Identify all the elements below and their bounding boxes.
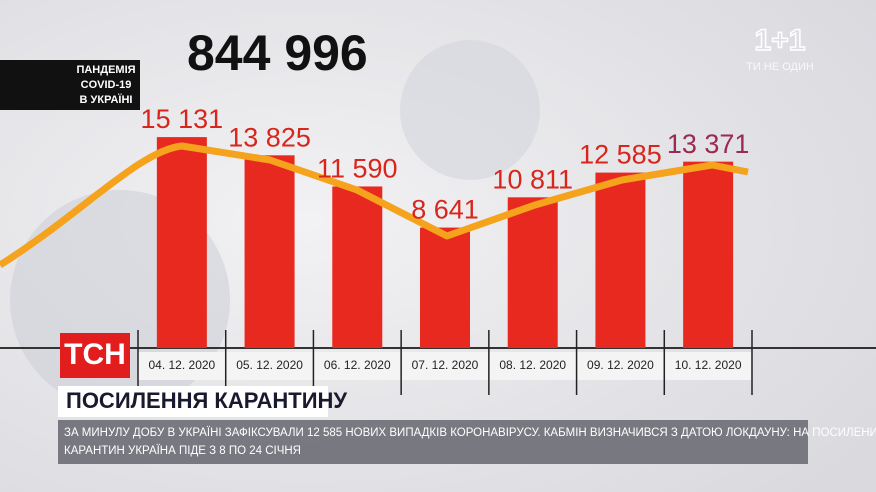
ticker-line: ЗА МИНУЛУ ДОБУ В УКРАЇНІ ЗАФІКСУВАЛИ 12 …	[64, 426, 876, 439]
info-box	[0, 60, 140, 110]
total-count: 844 996	[187, 25, 368, 81]
bar	[595, 172, 646, 348]
bar	[683, 161, 734, 348]
tsn-logo: ТСН	[64, 338, 126, 371]
virus-decoration	[400, 40, 540, 180]
channel-slogan: ТИ НЕ ОДИН	[746, 61, 814, 73]
bar	[507, 197, 558, 348]
x-tick-label: 05. 12. 2020	[236, 358, 303, 372]
value-label: 8 641	[411, 195, 479, 225]
value-label: 13 371	[667, 129, 750, 159]
headline-box	[58, 386, 328, 417]
value-label: 12 585	[579, 140, 662, 170]
bar	[332, 186, 383, 348]
date-strip	[138, 352, 752, 380]
tsn-logo-box	[60, 333, 130, 378]
headline: ПОСИЛЕННЯ КАРАНТИНУ	[66, 388, 347, 413]
info-line: В УКРАЇНІ	[80, 93, 133, 106]
info-line: ПАНДЕМІЯ	[76, 64, 135, 76]
chart: 04. 12. 2020 05. 12. 2020 06. 12. 2020 07. …	[0, 104, 753, 395]
value-label: 11 590	[317, 154, 398, 184]
ticker-box	[58, 420, 808, 464]
value-label: 13 825	[228, 122, 311, 152]
x-tick-label: 07. 12. 2020	[412, 358, 479, 372]
trend-line	[0, 142, 749, 268]
info-line: COVID-19	[81, 79, 132, 91]
ticker-line: КАРАНТИН УКРАЇНА ПІДЕ З 8 ПО 24 СІЧНЯ	[64, 445, 301, 457]
x-tick-label: 10. 12. 2020	[675, 358, 742, 372]
bar	[420, 227, 470, 348]
x-tick-label: 08. 12. 2020	[499, 358, 566, 372]
x-tick-label: 04. 12. 2020	[148, 358, 215, 372]
bar	[244, 155, 295, 348]
value-label: 10 811	[492, 164, 573, 194]
bar	[156, 137, 207, 348]
x-tick-label: 06. 12. 2020	[324, 358, 391, 372]
channel-logo: 1+1	[755, 24, 806, 57]
x-tick-label: 09. 12. 2020	[587, 358, 654, 372]
value-label: 15 131	[141, 104, 224, 134]
